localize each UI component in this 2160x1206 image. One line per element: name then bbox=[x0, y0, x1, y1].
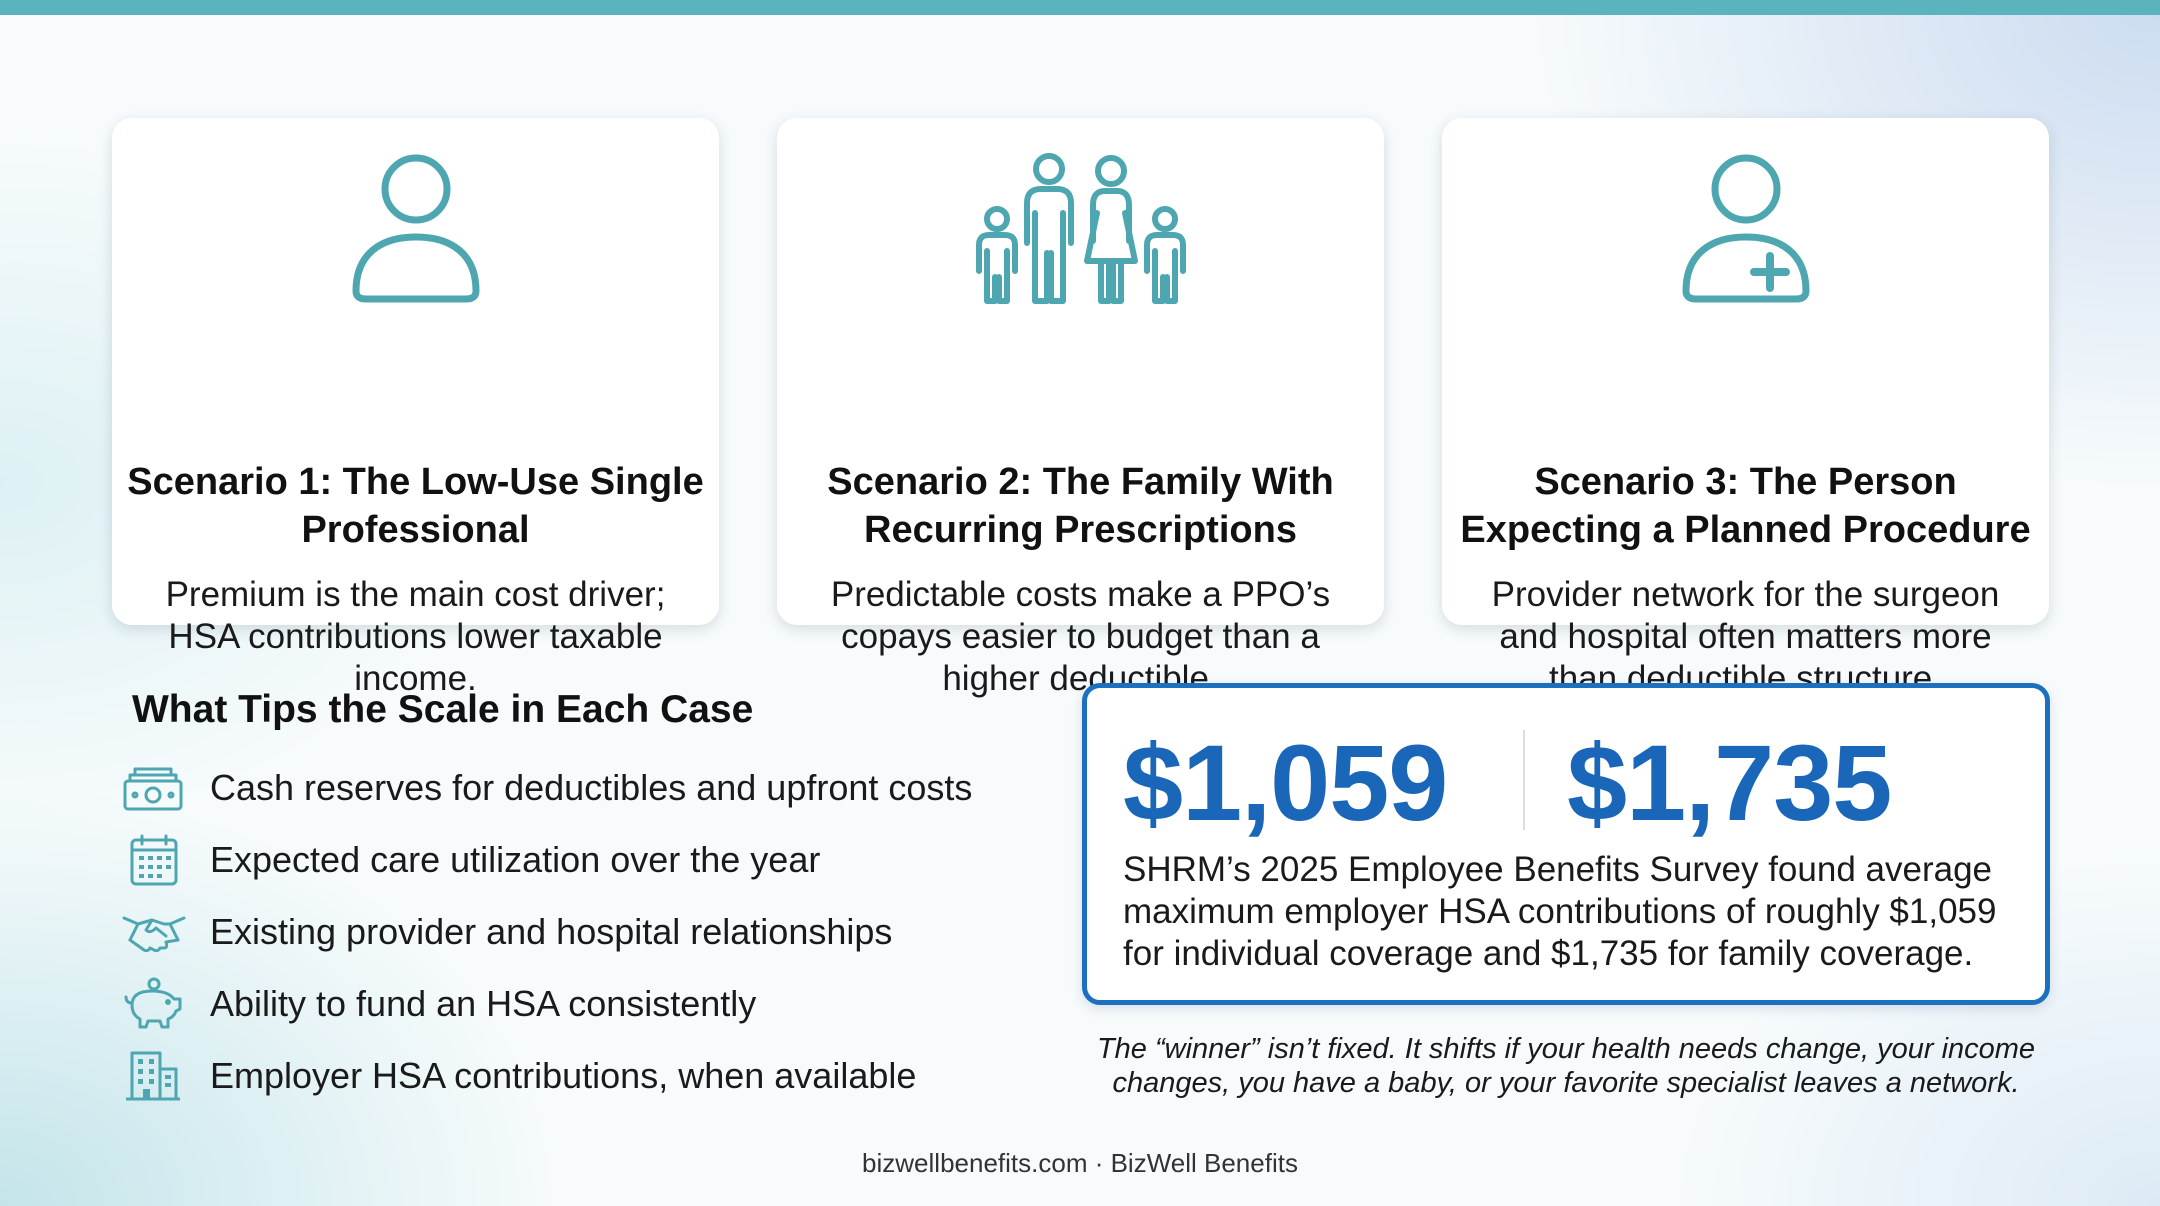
winner-note: The “winner” isn’t fixed. It shifts if y… bbox=[1096, 1033, 2036, 1099]
scenario-description: Predictable costs make a PPO’s copays ea… bbox=[830, 575, 1331, 698]
tip-text: Cash reserves for deductibles and upfron… bbox=[210, 767, 973, 808]
family-contribution-stat: $1,735 bbox=[1567, 722, 1892, 843]
individual-contribution-stat: $1,059 bbox=[1123, 722, 1448, 843]
scenario-title: Scenario 2: The Family With Recurring Pr… bbox=[827, 461, 1334, 551]
person-icon bbox=[112, 153, 719, 323]
family-icon bbox=[777, 153, 1384, 323]
list-item: Cash reserves for deductibles and upfron… bbox=[122, 752, 972, 824]
stat-callout: $1,059 $1,735 SHRM’s 2025 Employee Benef… bbox=[1082, 683, 2050, 1005]
cash-icon bbox=[122, 760, 188, 816]
scenario-title: Scenario 3: The Person Expecting a Plann… bbox=[1460, 461, 2031, 551]
stat-divider bbox=[1523, 730, 1525, 830]
scenario-title: Scenario 1: The Low-Use Single Professio… bbox=[127, 461, 704, 551]
list-item: Expected care utilization over the year bbox=[122, 824, 972, 896]
scenario-description: Provider network for the surgeon and hos… bbox=[1491, 575, 2000, 698]
scenario-card-1: Scenario 1: The Low-Use Single Professio… bbox=[112, 118, 719, 698]
scenario-description: Premium is the main cost driver; HSA con… bbox=[165, 575, 666, 698]
building-icon bbox=[122, 1048, 188, 1104]
piggy-bank-icon bbox=[122, 976, 188, 1032]
calendar-icon bbox=[122, 832, 188, 888]
scenario-card-3: Scenario 3: The Person Expecting a Plann… bbox=[1442, 118, 2049, 698]
list-item: Employer HSA contributions, when availab… bbox=[122, 1040, 972, 1112]
person-medical-icon bbox=[1442, 153, 2049, 323]
tip-text: Expected care utilization over the year bbox=[210, 839, 821, 880]
tip-text: Existing provider and hospital relations… bbox=[210, 911, 893, 952]
list-item: Ability to fund an HSA consistently bbox=[122, 968, 972, 1040]
stat-description: SHRM’s 2025 Employee Benefits Survey fou… bbox=[1123, 850, 1997, 973]
tip-text: Employer HSA contributions, when availab… bbox=[210, 1055, 917, 1096]
list-item: Existing provider and hospital relations… bbox=[122, 896, 972, 968]
tip-text: Ability to fund an HSA consistently bbox=[210, 983, 757, 1024]
tips-heading: What Tips the Scale in Each Case bbox=[132, 688, 754, 731]
top-accent-bar bbox=[0, 0, 2160, 15]
tips-list: Cash reserves for deductibles and upfron… bbox=[122, 752, 972, 1112]
scenario-card-2: Scenario 2: The Family With Recurring Pr… bbox=[777, 118, 1384, 698]
footer-credit: bizwellbenefits.com · BizWell Benefits bbox=[862, 1148, 1298, 1178]
handshake-icon bbox=[122, 904, 188, 960]
